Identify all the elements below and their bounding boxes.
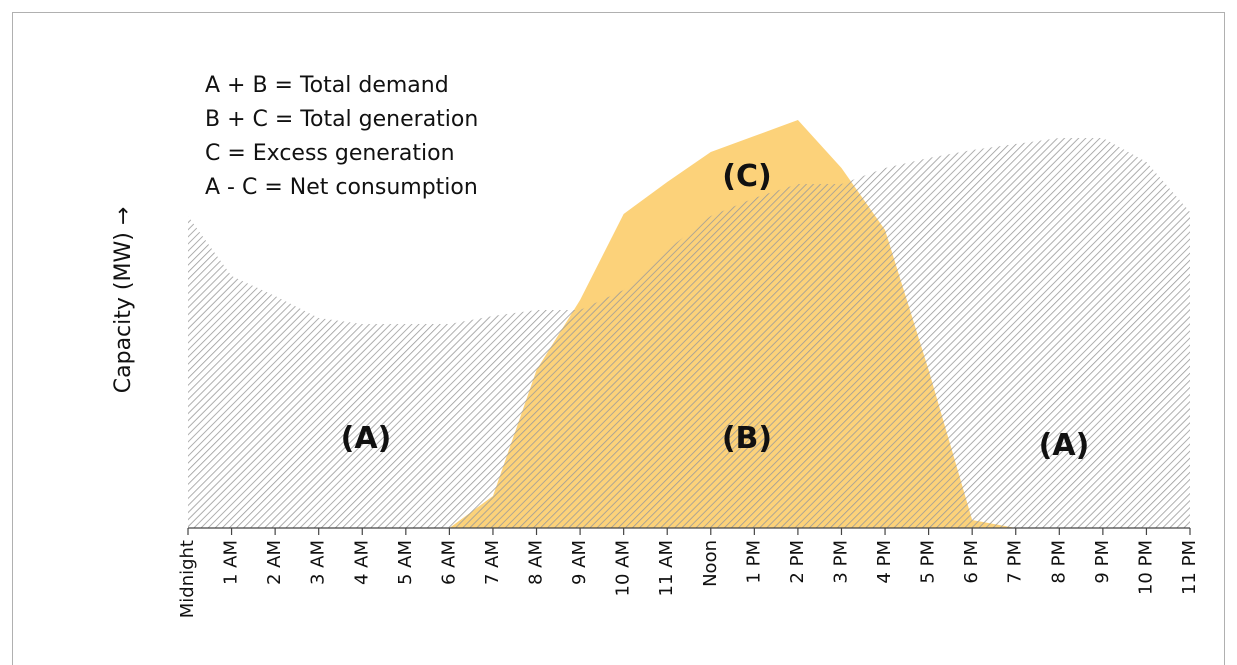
x-tick-label: 1 PM: [743, 540, 764, 584]
region-label: (A): [341, 421, 392, 456]
region-label: (C): [722, 159, 771, 194]
frame: [12, 12, 1225, 665]
plot-area: [188, 120, 1190, 528]
x-tick-label: 7 PM: [1005, 540, 1026, 584]
annotation: B + C = Total generation: [205, 107, 478, 132]
annotation: C = Excess generation: [205, 141, 455, 166]
x-tick-label: 4 PM: [874, 540, 895, 584]
x-tick-label: 9 PM: [1092, 540, 1113, 584]
region-label: (B): [722, 421, 772, 456]
x-tick-label: 5 PM: [918, 540, 939, 584]
x-tick-label: 8 AM: [526, 540, 547, 585]
area: [188, 138, 1190, 528]
x-tick-label: Midnight: [177, 540, 198, 618]
x-tick-label: Noon: [700, 540, 721, 587]
x-tick-label: 8 PM: [1048, 540, 1069, 584]
region-label: (A): [1039, 428, 1090, 463]
x-tick-label: 11 PM: [1179, 540, 1200, 595]
x-tick-label: 5 AM: [395, 540, 416, 585]
x-tick-label: 10 AM: [613, 540, 634, 596]
annotation: A + B = Total demand: [205, 73, 449, 98]
x-tick-label: 4 AM: [351, 540, 372, 585]
x-tick-label: 11 AM: [656, 540, 677, 596]
x-tick-label: 6 AM: [438, 540, 459, 585]
x-tick-label: 2 PM: [787, 540, 808, 584]
x-tick-label: 7 AM: [482, 540, 503, 585]
x-tick-label: 3 AM: [308, 540, 329, 585]
x-tick-label: 3 PM: [830, 540, 851, 584]
x-tick-label: 9 AM: [569, 540, 590, 585]
x-tick-label: 1 AM: [221, 540, 242, 585]
x-tick-label: 2 AM: [264, 540, 285, 585]
annotation: A - C = Net consumption: [205, 175, 478, 200]
y-axis-label: Capacity (MW) →: [111, 207, 136, 393]
x-tick-label: 6 PM: [961, 540, 982, 584]
x-tick-label: 10 PM: [1135, 540, 1156, 595]
